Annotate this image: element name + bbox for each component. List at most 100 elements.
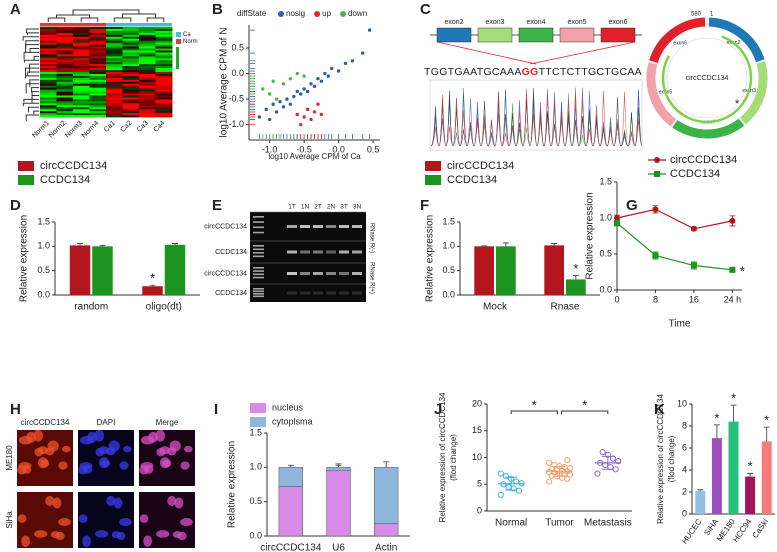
heatmap-cell — [89, 87, 107, 91]
marker — [690, 225, 697, 232]
ladder-band — [253, 226, 264, 229]
heatmap-cell — [155, 113, 173, 116]
cell — [37, 446, 48, 455]
point — [305, 107, 310, 112]
exon-label: exon3 — [485, 19, 504, 26]
heatmap-cell — [122, 97, 140, 100]
point — [302, 115, 306, 119]
heatmap-cell — [56, 58, 74, 61]
point — [326, 74, 330, 78]
legend-swatch — [250, 417, 266, 427]
heatmap-cell — [89, 101, 107, 104]
heatmap-cell — [73, 68, 90, 71]
heatmap-cell — [139, 111, 156, 114]
heatmap-cell — [73, 107, 90, 110]
error-bar — [383, 461, 390, 468]
heatmap-cell — [155, 109, 173, 112]
point — [594, 470, 601, 477]
heatmap-cell — [40, 34, 57, 38]
heatmap-cell — [106, 28, 123, 32]
heatmap-cell — [89, 28, 107, 32]
y-tick-label: 1.5 — [442, 216, 455, 226]
heatmap-cell — [73, 28, 90, 32]
heatmap-cell — [106, 111, 123, 114]
heatmap-cell — [106, 113, 123, 116]
heatmap-cell — [106, 46, 123, 49]
heatmap-cell — [155, 83, 173, 87]
heatmap-cell — [40, 60, 57, 63]
heatmap-cell — [89, 64, 107, 67]
heatmap-cell — [106, 95, 123, 98]
heatmap-cell — [40, 58, 57, 61]
heatmap-cell — [106, 72, 123, 75]
heatmap-cell — [106, 58, 123, 61]
heatmap-cell — [106, 101, 123, 104]
ladder-band — [253, 252, 264, 254]
point — [546, 478, 553, 485]
heatmap-cell — [56, 107, 74, 110]
heatmap-cell — [155, 75, 173, 79]
y-axis-label: Relative expression — [19, 215, 30, 302]
exon-label: exon4 — [526, 19, 545, 26]
heatmap-cell — [155, 56, 173, 59]
panel-label: H — [10, 401, 21, 418]
heatmap-cell — [155, 44, 173, 47]
lane-label: 3T — [340, 204, 348, 211]
heatmap-cell — [40, 32, 57, 36]
x-tick-label: Actin — [375, 543, 397, 552]
heatmap-cell — [56, 36, 74, 40]
heatmap-cell — [40, 109, 57, 112]
y-tick-label: 10 — [472, 452, 482, 462]
heatmap-cell — [56, 101, 74, 104]
y-tick-label: 0.0 — [442, 289, 455, 299]
row-label: circCCDC134 — [204, 223, 247, 230]
cell — [58, 518, 71, 527]
heatmap-cell — [89, 50, 107, 53]
heatmap-cell — [56, 62, 74, 65]
cell — [167, 495, 177, 506]
heatmap-cell — [139, 46, 156, 49]
heatmap-cell — [73, 50, 90, 53]
gel-band — [287, 250, 297, 254]
y-tick-label: -0.5 — [228, 93, 244, 103]
exon-label: exon5 — [567, 19, 586, 26]
heatmap-cell — [106, 44, 123, 47]
point — [497, 470, 504, 477]
heatmap-cell — [89, 99, 107, 102]
heatmap-cell — [56, 28, 74, 32]
heatmap-cell — [40, 107, 57, 110]
heatmap-cell — [139, 79, 156, 83]
group-bar — [139, 23, 156, 27]
heatmap-cell — [40, 97, 57, 100]
exon-arc — [646, 62, 677, 127]
heatmap-cell — [122, 83, 140, 87]
legend-marker — [314, 11, 321, 17]
heatmap-cell — [122, 87, 140, 91]
exon-arc — [649, 17, 706, 64]
heatmap-cell — [73, 115, 90, 118]
x-tick-label: -1.0 — [262, 144, 278, 154]
heatmap-cell — [56, 93, 74, 96]
point — [336, 69, 341, 73]
heatmap-cell — [73, 89, 90, 92]
x-tick-label: circCCDC134 — [260, 543, 322, 552]
point — [312, 110, 317, 114]
heatmap-cell — [89, 107, 107, 110]
heatmap-cell — [139, 50, 156, 53]
heatmap-cell — [73, 54, 90, 57]
gel-band — [287, 272, 297, 275]
heatmap-cell — [139, 60, 156, 63]
legend-marker — [278, 11, 284, 17]
heatmap-cell — [40, 87, 57, 91]
exon — [477, 27, 513, 43]
point — [309, 117, 313, 122]
y-axis-label: Relative expression of circCCDC134 — [438, 392, 447, 522]
gel-band — [300, 291, 310, 295]
error-bar — [572, 275, 579, 280]
heatmap-cell — [56, 54, 74, 57]
heatmap-cell — [56, 85, 74, 89]
heatmap-cell — [155, 103, 173, 106]
exon — [518, 27, 554, 43]
heatmap-cell — [139, 52, 156, 55]
heatmap-cell — [56, 72, 74, 75]
